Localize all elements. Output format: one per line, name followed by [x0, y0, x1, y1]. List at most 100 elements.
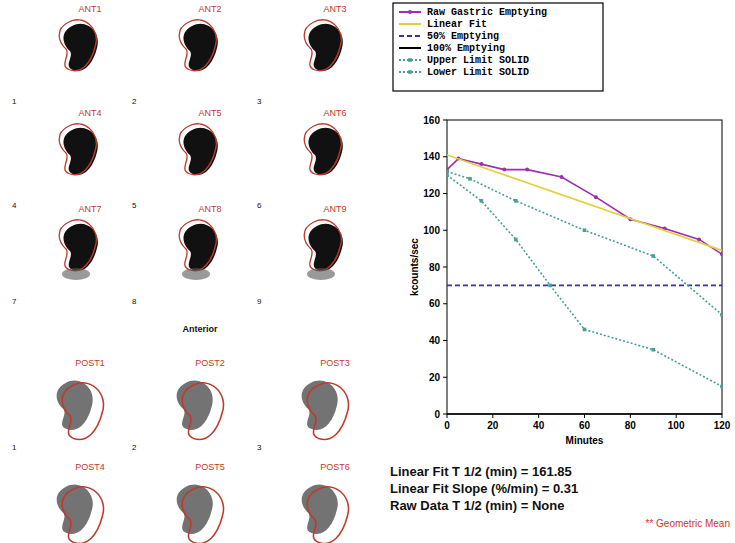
scan-image — [304, 124, 343, 175]
frame-label: ANT4 — [78, 108, 101, 118]
scan-image — [59, 20, 98, 71]
bowel-activity — [62, 268, 90, 280]
data-point — [720, 313, 722, 317]
y-tick — [443, 267, 447, 268]
frame-label: ANT9 — [323, 204, 346, 214]
legend-swatch — [399, 47, 421, 49]
data-point — [480, 199, 484, 203]
x-tick-label: 40 — [533, 420, 545, 431]
y-tick — [443, 193, 447, 194]
scan-image — [179, 124, 218, 175]
view-label: Anterior — [182, 324, 218, 334]
y-tick-label: 160 — [423, 115, 440, 126]
data-point — [514, 199, 518, 203]
stomach-activity — [57, 484, 93, 534]
x-tick-label: 20 — [487, 420, 499, 431]
bowel-activity — [182, 268, 210, 280]
roi-outline — [307, 383, 348, 440]
legend-marker — [408, 10, 412, 14]
data-point — [525, 168, 529, 172]
data-point — [594, 195, 598, 199]
roi-outline — [62, 487, 103, 543]
y-tick-label: 60 — [429, 298, 441, 309]
x-tick-label: 60 — [579, 420, 591, 431]
frame-number: 9 — [257, 297, 262, 306]
result-text: Linear Fit Slope (%/min) = 0.31 — [390, 481, 578, 496]
frame-label: ANT2 — [198, 4, 221, 14]
legend-label: Upper Limit SOLID — [427, 55, 529, 66]
bowel-activity — [307, 268, 335, 280]
frame-number: 1 — [12, 97, 17, 106]
frame-label: ANT5 — [198, 108, 221, 118]
roi-outline — [62, 383, 103, 440]
roi-outline — [59, 124, 96, 175]
series-line — [447, 285, 722, 287]
legend-marker — [408, 70, 412, 74]
y-tick — [443, 156, 447, 157]
legend-marker — [408, 58, 412, 62]
frame-label: ANT7 — [78, 204, 101, 214]
legend-swatch — [399, 11, 421, 13]
scan-image — [302, 484, 349, 543]
series-line — [447, 171, 722, 314]
frame-label: ANT3 — [323, 4, 346, 14]
roi-outline — [179, 20, 216, 71]
roi-outline — [182, 487, 223, 543]
legend-label: Raw Gastric Emptying — [427, 7, 547, 18]
scan-image — [179, 20, 218, 71]
roi-outline — [179, 124, 216, 175]
data-point — [651, 254, 655, 258]
x-axis-title: Minutes — [566, 435, 604, 446]
scan-image — [302, 380, 349, 439]
x-tick-label: 120 — [714, 420, 731, 431]
stomach-activity — [64, 24, 98, 71]
figure: ANT11ANT22ANT33ANT44ANT55ANT66ANT77ANT88… — [0, 0, 735, 543]
data-point — [651, 348, 655, 352]
legend-label: Lower Limit SOLID — [427, 67, 529, 78]
legend-swatch — [399, 59, 421, 61]
y-tick-label: 100 — [423, 225, 440, 236]
stomach-activity — [64, 224, 98, 271]
y-tick-label: 80 — [429, 262, 441, 273]
data-point — [447, 173, 449, 177]
frame-label: POST2 — [195, 358, 225, 368]
data-point — [514, 238, 518, 242]
stomach-activity — [184, 224, 218, 271]
scan-image — [177, 484, 224, 543]
stomach-activity — [184, 128, 218, 175]
roi-outline — [304, 124, 341, 175]
legend-swatch — [399, 71, 421, 73]
roi-outline — [304, 20, 341, 71]
stomach-activity — [309, 24, 343, 71]
frame-number: 4 — [12, 201, 17, 210]
legend-swatch — [399, 23, 421, 25]
scan-image — [57, 380, 104, 439]
footnote: ** Geometric Mean — [646, 518, 730, 529]
plot-frame — [447, 120, 722, 414]
data-point — [697, 237, 701, 241]
stomach-activity — [64, 128, 98, 175]
y-tick — [443, 377, 447, 378]
background — [0, 0, 735, 543]
scan-image — [304, 20, 343, 71]
stomach-activity — [177, 380, 213, 430]
scan-image — [177, 380, 224, 439]
scan-image — [57, 484, 104, 543]
roi-outline — [182, 383, 223, 440]
stomach-activity — [302, 484, 338, 534]
y-axis-title: kcounts/sec — [409, 238, 420, 296]
data-point — [479, 162, 483, 166]
data-point — [447, 170, 449, 174]
result-text: Raw Data T 1/2 (min) = None — [390, 498, 564, 513]
frame-number: 1 — [12, 443, 17, 452]
y-tick-label: 40 — [429, 335, 441, 346]
x-tick-label: 0 — [444, 420, 450, 431]
y-tick — [443, 303, 447, 304]
y-tick — [443, 120, 447, 121]
y-tick — [443, 340, 447, 341]
legend: Raw Gastric EmptyingLinear Fit50% Emptyi… — [393, 3, 603, 91]
frame-label: POST1 — [75, 358, 105, 368]
legend-box — [393, 3, 603, 91]
roi-outline — [179, 220, 216, 271]
y-tick — [443, 230, 447, 231]
